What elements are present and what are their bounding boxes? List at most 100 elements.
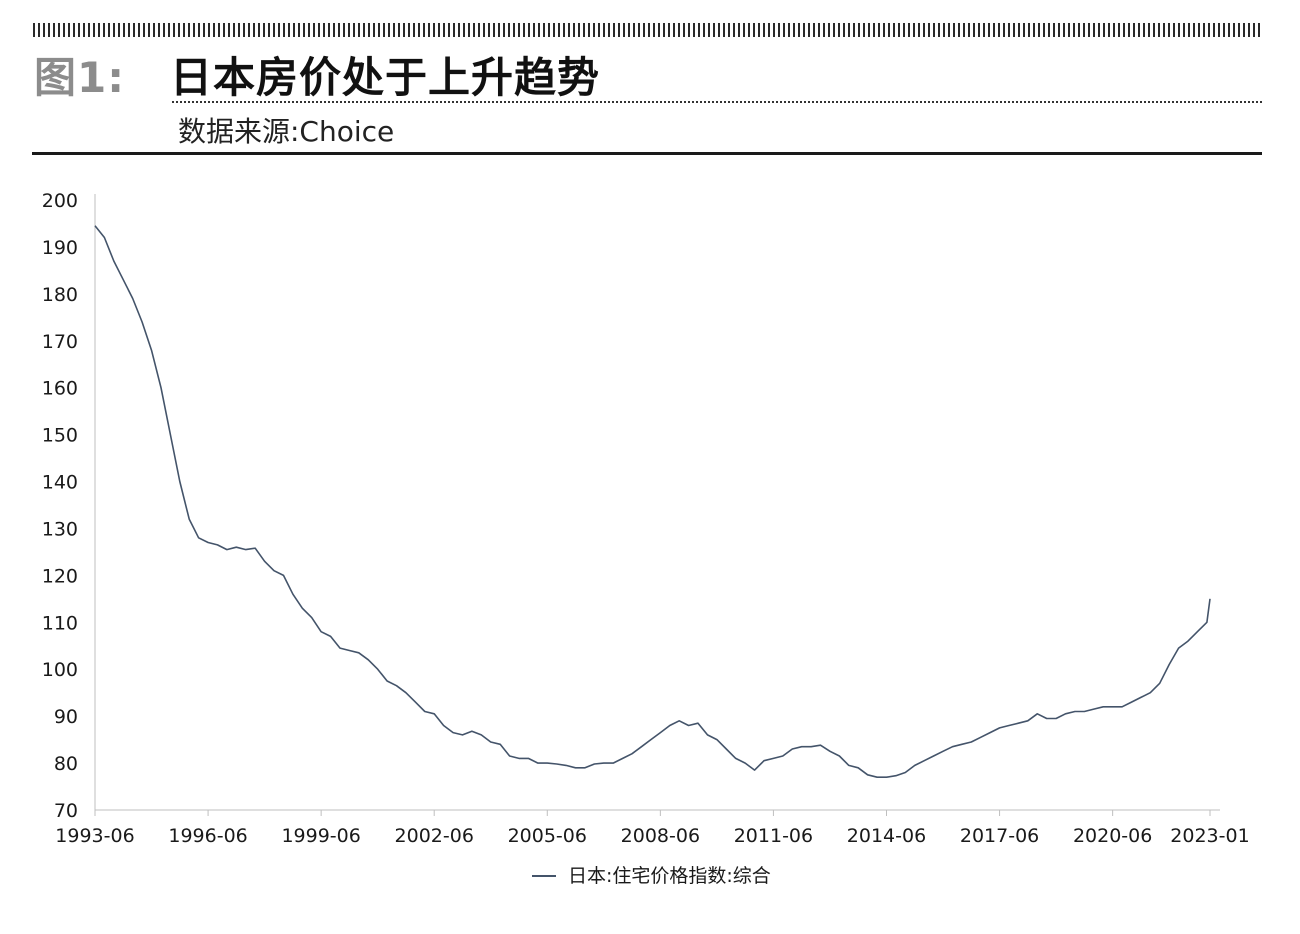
header-tick-mark [1073,23,1075,37]
header-tick-mark [1203,23,1205,37]
header-tick-mark [118,23,120,37]
header-tick-mark [648,23,650,37]
header-tick-mark [708,23,710,37]
header-tick-mark [598,23,600,37]
header-divider [32,152,1262,155]
figure-label: 图1: [34,53,126,102]
header-tick-mark [483,23,485,37]
header-tick-mark [813,23,815,37]
header-tick-mark [538,23,540,37]
header-tick-mark [593,23,595,37]
header-tick-mark [663,23,665,37]
header-tick-mark [728,23,730,37]
header-tick-mark [1238,23,1240,37]
header-tick-mark [1048,23,1050,37]
header-tick-mark [1243,23,1245,37]
header-tick-mark [933,23,935,37]
series-layer [94,225,1211,778]
x-axis-ticks: 1993-06 1996-06 1999-06 2002-06 2005-06 2008-… [55,810,1250,847]
header-tick-mark [428,23,430,37]
header-tick-mark [603,23,605,37]
header-tick-mark [1173,23,1175,37]
header-tick-mark [578,23,580,37]
header-tick-mark [818,23,820,37]
header-tick-mark [768,23,770,37]
header-tick-mark [1033,23,1035,37]
header-tick-mark [1198,23,1200,37]
header-tick-mark [1193,23,1195,37]
header-tick-mark [618,23,620,37]
header-tick-mark [318,23,320,37]
header-tick-mark [838,23,840,37]
header-tick-mark [458,23,460,37]
header-tick-mark [1068,23,1070,37]
header-tick-mark [243,23,245,37]
header-tick-mark [1098,23,1100,37]
header-tick-mark [653,23,655,37]
header-tick-mark [1213,23,1215,37]
header-tick-mark [783,23,785,37]
header-tick-mark [698,23,700,37]
header-tick-mark [193,23,195,37]
header-tick-mark [988,23,990,37]
header-tick-mark [198,23,200,37]
header-tick-mark [903,23,905,37]
header-tick-mark [308,23,310,37]
header-tick-mark [563,23,565,37]
header-tick-mark [133,23,135,37]
header-tick-mark [743,23,745,37]
header-tick-mark [843,23,845,37]
header-tick-mark [983,23,985,37]
header-tick-mark [868,23,870,37]
header-tick-mark [518,23,520,37]
header-tick-mark [463,23,465,37]
header-tick-mark [228,23,230,37]
header-tick-mark [1113,23,1115,37]
header-tick-mark [748,23,750,37]
header-tick-mark [323,23,325,37]
header-tick-mark [758,23,760,37]
header-tick-mark [633,23,635,37]
header-tick-mark [558,23,560,37]
chart-axes [94,194,1220,811]
y-tick-label: 140 [42,472,78,494]
header-tick-mark [423,23,425,37]
header-tick-mark [188,23,190,37]
header-tick-mark [68,23,70,37]
legend: 日本:住宅价格指数:综合 [532,865,771,887]
header-tick-mark [1178,23,1180,37]
header-tick-mark [63,23,65,37]
header-tick-mark [1018,23,1020,37]
y-tick-label: 120 [42,565,78,587]
header-tick-mark [388,23,390,37]
header-tick-mark [173,23,175,37]
header-tick-mark [913,23,915,37]
header-tick-mark [358,23,360,37]
header-tick-mark [773,23,775,37]
header-tick-mark [1063,23,1065,37]
header-tick-mark [273,23,275,37]
header-tick-mark [148,23,150,37]
header-tick-mark [858,23,860,37]
x-tick-label: 2002-06 [395,825,474,847]
header-tick-mark [58,23,60,37]
header-tick-mark [918,23,920,37]
y-tick-label: 100 [42,659,78,681]
header-tick-mark [348,23,350,37]
header-tick-mark [208,23,210,37]
header-tick-mark [938,23,940,37]
header-tick-mark [443,23,445,37]
header-tick-mark [943,23,945,37]
header-tick-mark [978,23,980,37]
header-tick-mark [628,23,630,37]
header-tick-mark [693,23,695,37]
header-tick-mark [53,23,55,37]
x-tick-label: 1993-06 [55,825,134,847]
header-tick-mark [283,23,285,37]
series-line [94,225,1211,778]
figure-source: 数据来源:Choice [178,115,395,148]
y-tick-label: 90 [54,706,78,728]
header-tick-mark [363,23,365,37]
header-tick-mark [873,23,875,37]
header-tick-mark [548,23,550,37]
